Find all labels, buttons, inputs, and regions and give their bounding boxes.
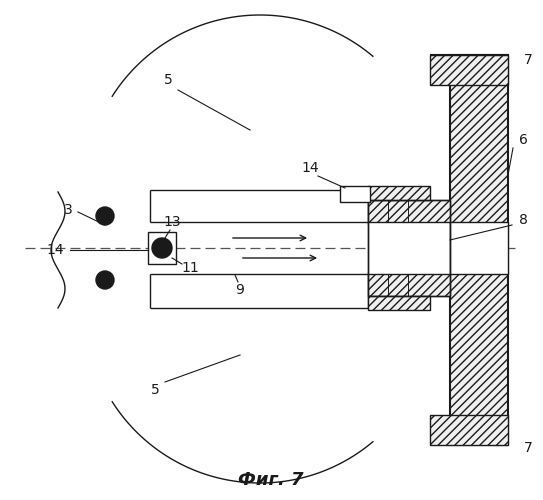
Text: 7: 7 [523, 441, 532, 455]
Bar [148, 232, 176, 264]
Bar [450, 222, 508, 274]
Circle shape [96, 207, 114, 225]
Bar [340, 186, 370, 202]
Bar [368, 296, 430, 310]
Text: 14: 14 [301, 161, 319, 175]
Bar [430, 415, 508, 445]
Text: 13: 13 [163, 215, 181, 229]
Text: 5: 5 [163, 73, 172, 87]
Text: 7: 7 [523, 53, 532, 67]
Circle shape [96, 271, 114, 289]
Bar [368, 200, 450, 296]
Circle shape [152, 238, 172, 258]
Bar [368, 272, 450, 296]
Text: 14: 14 [46, 243, 64, 257]
Bar [430, 55, 508, 85]
Bar [368, 200, 450, 224]
Text: 5: 5 [150, 383, 160, 397]
Text: 11: 11 [181, 261, 199, 275]
Text: Фиг. 7: Фиг. 7 [238, 471, 304, 489]
Text: 8: 8 [519, 213, 527, 227]
Text: 3: 3 [64, 203, 72, 217]
Bar [368, 222, 450, 274]
Bar [450, 55, 508, 445]
Text: 9: 9 [236, 283, 244, 297]
Bar [368, 186, 430, 200]
Text: 6: 6 [519, 133, 527, 147]
